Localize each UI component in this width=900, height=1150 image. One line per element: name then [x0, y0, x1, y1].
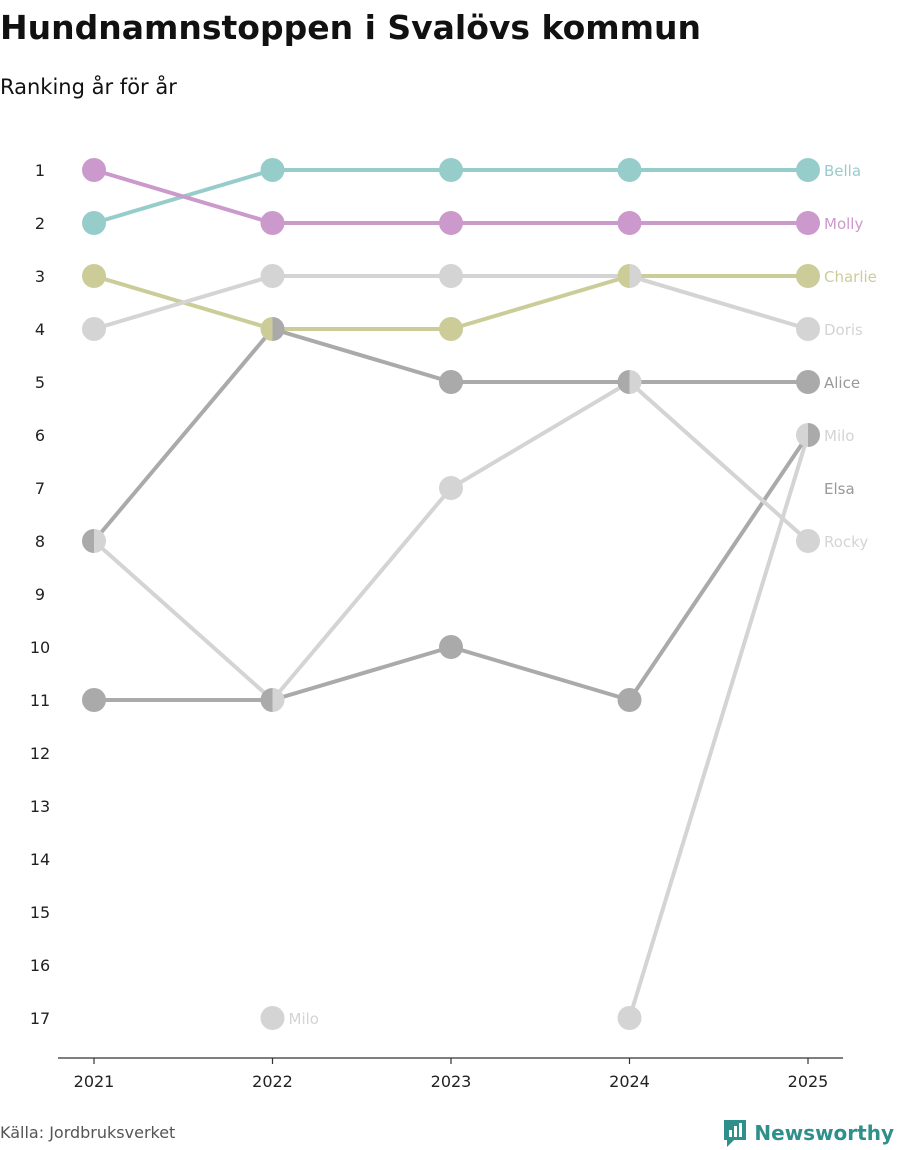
series-line-milo [627, 433, 810, 1020]
x-tick-label-2022: 2022 [252, 1072, 293, 1091]
point-bella-2022 [260, 158, 285, 182]
x-tick-label-2021: 2021 [74, 1072, 115, 1091]
point-elsa-2022 [260, 688, 273, 712]
y-tick-label-5: 5 [35, 373, 45, 392]
point-rocky-2024 [629, 370, 642, 394]
point-bella-2023 [439, 158, 463, 182]
point-rocky-2022 [272, 688, 285, 712]
point-alice-2022 [272, 317, 285, 341]
point-molly-2023 [439, 211, 463, 235]
y-tick-label-11: 11 [30, 691, 50, 710]
point-rocky-2023 [439, 476, 463, 500]
y-tick-label-17: 17 [30, 1009, 50, 1028]
y-tick-label-3: 3 [35, 267, 45, 286]
point-elsa-2021 [82, 688, 106, 712]
y-tick-label-2: 2 [35, 214, 45, 233]
point-alice-2024 [617, 370, 630, 394]
point-rocky-2021 [94, 529, 106, 553]
point-elsa-2023 [439, 635, 463, 659]
y-tick-label-15: 15 [30, 903, 50, 922]
x-tick-label-2023: 2023 [431, 1072, 472, 1091]
x-tick-label-2025: 2025 [788, 1072, 829, 1091]
page-subtitle: Ranking år för år [0, 75, 177, 99]
y-tick-label-14: 14 [30, 850, 50, 869]
y-tick-label-13: 13 [30, 797, 50, 816]
point-doris-2025 [796, 317, 820, 341]
point-alice-2025 [796, 370, 820, 394]
bar-chart-logo-icon [724, 1120, 747, 1147]
series-line-alice [92, 327, 810, 543]
series-line-elsa [92, 433, 810, 702]
point-elsa-2025 [808, 423, 820, 447]
series-lines [92, 168, 810, 1020]
y-tick-label-4: 4 [35, 320, 45, 339]
y-tick-label-9: 9 [35, 585, 45, 604]
y-tick-label-1: 1 [35, 161, 45, 180]
end-label-bella: Bella [824, 162, 861, 180]
end-label-charlie: Charlie [824, 268, 877, 286]
end-label-doris: Doris [824, 321, 863, 339]
point-molly-2022 [260, 211, 285, 235]
point-milo-2025 [796, 423, 808, 447]
point-alice-2023 [439, 370, 463, 394]
point-molly-2024 [617, 211, 642, 235]
y-tick-label-8: 8 [35, 532, 45, 551]
brand-logo: Newsworthy [722, 1118, 894, 1148]
point-milo-2024 [617, 1006, 642, 1030]
point-bella-2021 [82, 211, 106, 235]
y-tick-label-16: 16 [30, 956, 50, 975]
point-milo-2022 [260, 1006, 285, 1030]
y-tick-label-6: 6 [35, 426, 45, 445]
point-charlie-2023 [439, 317, 463, 341]
point-molly-2025 [796, 211, 820, 235]
page-title: Hundnamnstoppen i Svalövs kommun [0, 8, 702, 47]
end-label-rocky: Rocky [824, 533, 868, 551]
point-rocky-2025 [796, 529, 820, 553]
point-bella-2025 [796, 158, 820, 182]
end-label-elsa: Elsa [824, 480, 855, 498]
point-charlie-2025 [796, 264, 820, 288]
point-molly-2021 [82, 158, 106, 182]
point-elsa-2024 [617, 688, 642, 712]
end-label-milo: Milo [824, 427, 854, 445]
y-tick-label-12: 12 [30, 744, 50, 763]
point-charlie-2021 [82, 264, 106, 288]
series-points [82, 158, 820, 1030]
point-charlie-2022 [260, 317, 273, 341]
y-tick-label-7: 7 [35, 479, 45, 498]
point-doris-2023 [439, 264, 463, 288]
x-tick-label-2024: 2024 [609, 1072, 650, 1091]
source-note: Källa: Jordbruksverket [0, 1123, 176, 1142]
point-bella-2024 [617, 158, 642, 182]
brand-name: Newsworthy [754, 1121, 894, 1145]
y-tick-label-10: 10 [30, 638, 50, 657]
annotation-label-milo: Milo [289, 1010, 319, 1028]
end-label-alice: Alice [824, 374, 860, 392]
point-doris-2021 [82, 317, 106, 341]
point-charlie-2024 [617, 264, 630, 288]
point-doris-2022 [260, 264, 285, 288]
point-alice-2021 [82, 529, 94, 553]
end-label-molly: Molly [824, 215, 863, 233]
point-doris-2024 [629, 264, 642, 288]
